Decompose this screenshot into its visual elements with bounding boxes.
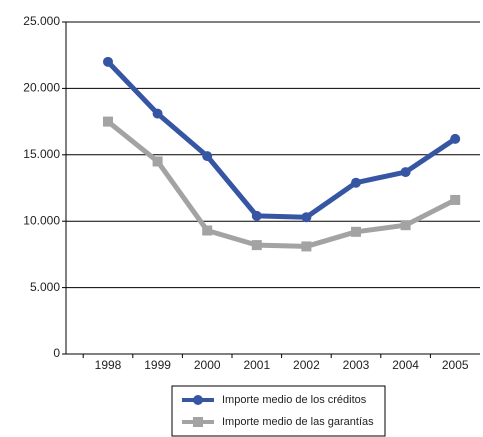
legend-label: Importe medio de los créditos — [222, 394, 367, 406]
marker — [251, 240, 262, 251]
marker — [152, 108, 163, 119]
y-tick-label: 25.000 — [23, 14, 60, 28]
marker — [301, 241, 312, 252]
y-tick-label: 0 — [53, 346, 60, 360]
marker — [103, 116, 113, 127]
marker — [193, 417, 203, 427]
legend-box — [171, 385, 386, 437]
y-tick-label: 20.000 — [23, 81, 60, 95]
x-tick-label: 2003 — [343, 358, 370, 372]
marker — [193, 395, 203, 405]
x-tick-label: 2000 — [194, 358, 221, 372]
x-tick-label: 2002 — [293, 358, 320, 372]
x-tick-label: 1999 — [144, 358, 171, 372]
marker — [202, 225, 213, 236]
marker — [400, 220, 411, 231]
marker — [351, 177, 361, 188]
x-tick-label: 2004 — [392, 358, 419, 372]
y-tick-label: 10.000 — [23, 213, 60, 227]
marker — [351, 226, 361, 237]
marker — [450, 133, 461, 144]
y-tick-label: 5.000 — [30, 280, 60, 294]
marker — [400, 167, 411, 178]
x-tick-label: 1998 — [95, 358, 122, 372]
legend-label: Importe medio de las garantías — [222, 416, 374, 428]
x-tick-label: 2001 — [243, 358, 270, 372]
marker — [103, 56, 113, 67]
marker — [251, 210, 262, 221]
marker — [450, 194, 461, 205]
series-line — [106, 119, 457, 249]
y-tick-label: 15.000 — [23, 147, 60, 161]
series-line — [106, 60, 457, 220]
marker — [202, 151, 213, 162]
marker — [152, 156, 163, 167]
x-tick-label: 2005 — [442, 358, 469, 372]
marker — [301, 212, 312, 223]
